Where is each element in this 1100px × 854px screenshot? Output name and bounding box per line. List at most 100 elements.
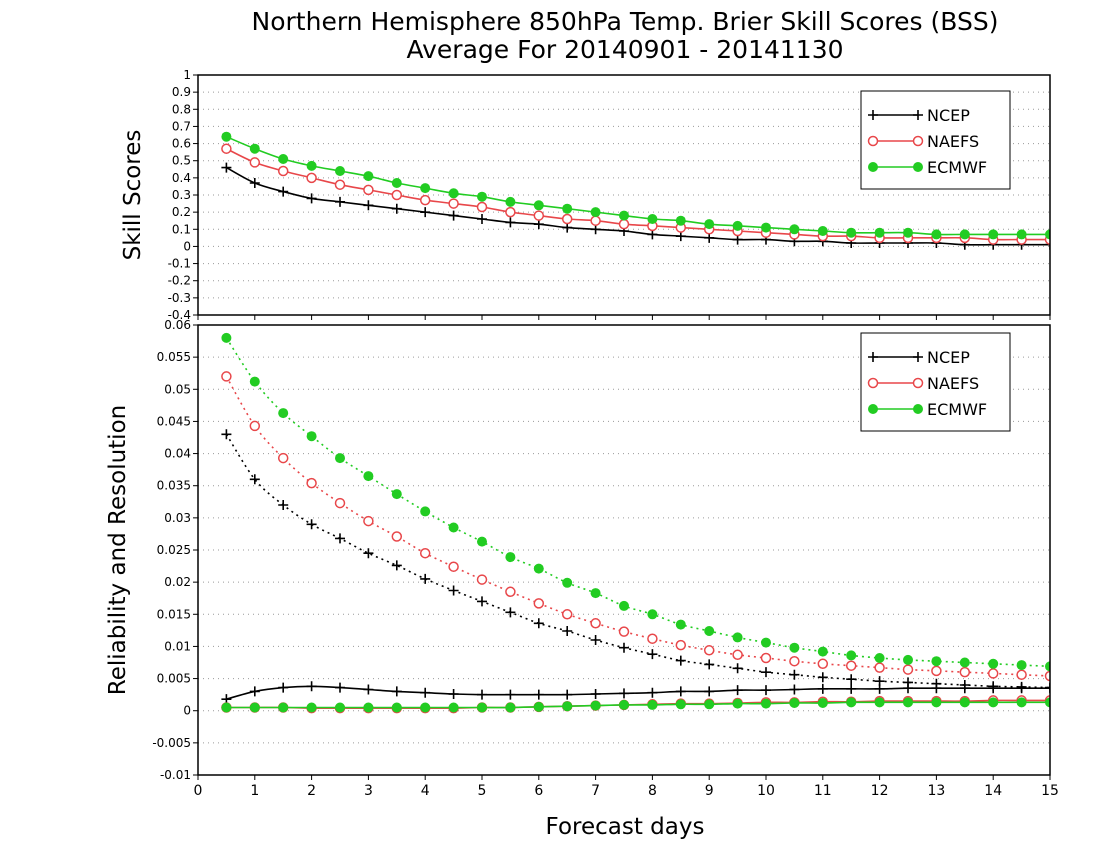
data-point — [221, 429, 232, 440]
y-tick-label: 0.02 — [164, 575, 191, 589]
data-point — [903, 227, 913, 238]
data-point — [476, 201, 488, 213]
data-point — [647, 609, 658, 620]
legend-marker — [913, 404, 923, 414]
data-point — [619, 699, 629, 710]
series-ncep-dotted — [221, 429, 1050, 693]
data-point — [278, 154, 289, 164]
data-point — [278, 682, 289, 693]
data-point — [675, 655, 686, 666]
legend: NCEP NAEFS ECMWF — [860, 90, 1011, 190]
data-point — [590, 215, 601, 226]
data-point — [1016, 669, 1027, 680]
data-point — [391, 178, 402, 188]
data-point — [448, 561, 459, 572]
data-point — [1016, 229, 1027, 240]
data-point — [874, 697, 885, 708]
data-point — [704, 699, 715, 710]
data-point — [675, 639, 687, 651]
data-point — [704, 686, 715, 697]
data-point — [335, 166, 345, 176]
data-point — [391, 686, 402, 697]
data-point — [278, 186, 289, 197]
data-point — [959, 666, 971, 678]
x-tick-label: 6 — [534, 783, 543, 799]
data-point — [221, 702, 232, 713]
data-point — [505, 702, 516, 713]
data-point — [448, 210, 459, 221]
data-point — [306, 172, 317, 184]
x-tick-label: 14 — [984, 783, 1002, 799]
data-point — [420, 702, 431, 713]
data-point — [419, 194, 431, 206]
data-point — [476, 574, 488, 585]
y-tick-label: 0.3 — [172, 188, 191, 202]
data-point — [761, 698, 771, 709]
data-point — [789, 698, 800, 708]
data-point — [931, 229, 942, 240]
legend-marker — [868, 404, 878, 414]
plot-frame — [197, 324, 1051, 776]
data-point — [562, 577, 573, 588]
data-point — [789, 642, 800, 653]
y-tick-label: -0.01 — [160, 768, 191, 782]
data-point — [562, 626, 573, 636]
legend-marker — [913, 110, 923, 120]
y-tick-label: 0.2 — [172, 205, 191, 219]
data-point — [903, 683, 913, 694]
data-point — [988, 658, 999, 669]
series-ncep-solid — [221, 681, 1050, 705]
data-point — [249, 420, 261, 432]
series-ecmwf-solid — [221, 131, 1050, 240]
data-point — [505, 552, 516, 563]
data-point — [675, 619, 686, 630]
y-tick-label: 0.4 — [172, 171, 191, 185]
data-point — [561, 609, 573, 620]
data-point — [846, 227, 857, 238]
data-point — [533, 563, 544, 574]
y-tick-label: 0.5 — [172, 154, 191, 168]
series-naefs-dotted — [221, 371, 1050, 682]
legend-label: ECMWF — [927, 400, 987, 419]
y-tick-label: -0.1 — [168, 257, 191, 271]
y-tick-label: 0.05 — [164, 382, 191, 396]
data-point — [1045, 661, 1050, 672]
y-axis-label: Reliability and Resolution — [105, 405, 131, 695]
data-point — [306, 681, 317, 692]
data-point — [448, 198, 459, 209]
data-point — [477, 214, 487, 224]
data-point — [278, 500, 289, 510]
data-point — [391, 189, 403, 201]
data-point — [391, 489, 402, 500]
legend: NCEP NAEFS ECMWF — [860, 332, 1011, 432]
data-point — [647, 633, 658, 644]
y-tick-label: -0.005 — [152, 736, 191, 750]
data-point — [363, 171, 374, 182]
data-point — [761, 637, 771, 648]
x-tick-label: 11 — [814, 783, 832, 799]
data-point — [987, 668, 999, 679]
y-tick-label: 0.6 — [172, 137, 191, 151]
data-point — [874, 683, 885, 694]
data-point — [590, 700, 601, 711]
legend-marker — [868, 110, 878, 120]
data-point — [704, 659, 715, 670]
x-axis-label: Forecast days — [546, 814, 705, 840]
data-point — [505, 217, 516, 228]
chart-subtitle: Average For 20140901 - 20141130 — [406, 35, 843, 64]
data-point — [732, 685, 743, 696]
data-point — [846, 674, 857, 685]
panel-bss: -0.4 -0.3 -0.2 -0.1 0 0.1 0.2 0.3 0.4 0.5 0.6 0.7 0.… — [120, 68, 1051, 322]
data-point — [277, 452, 289, 464]
data-point — [903, 697, 913, 708]
y-tick-label: 0.04 — [164, 447, 191, 461]
data-point — [334, 179, 346, 190]
data-point — [477, 596, 487, 607]
data-point — [959, 657, 970, 668]
x-tick-label: 8 — [648, 783, 657, 799]
data-point — [249, 376, 260, 387]
data-point — [334, 497, 346, 509]
data-point — [789, 224, 800, 235]
data-point — [221, 371, 232, 382]
